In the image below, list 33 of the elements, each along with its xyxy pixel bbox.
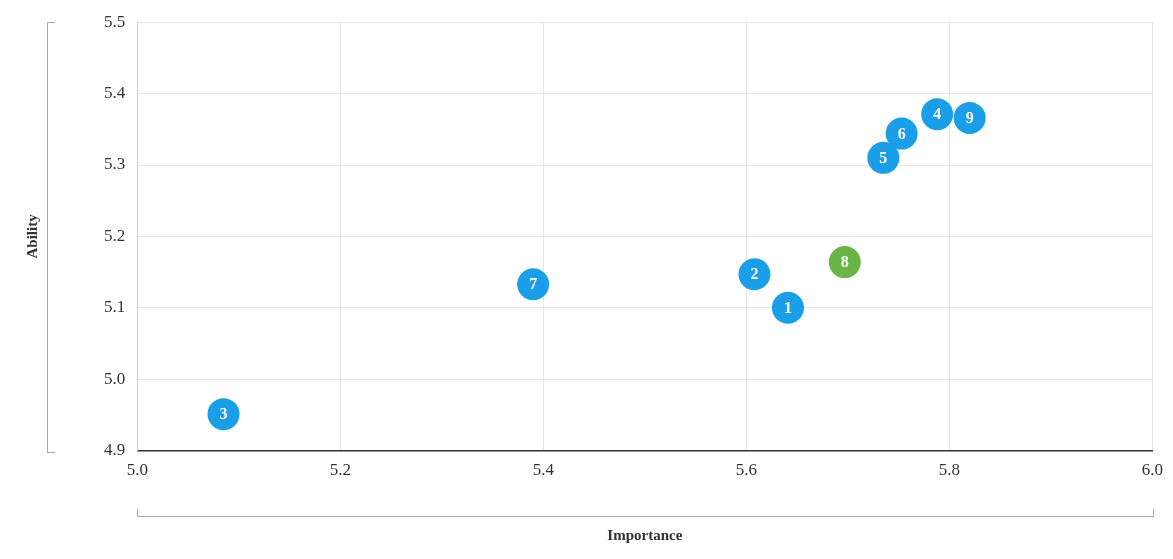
annotation: 9 [965,109,974,127]
x-tick-label: 5.4 [532,460,555,480]
point [517,268,550,301]
x-tick-label: 6.0 [1141,460,1163,480]
y-axis-title: Ability [23,213,40,259]
point [885,117,918,150]
y-tick-label: 5.1 [104,297,126,317]
point [771,291,804,324]
annotation: 7 [529,275,538,293]
x-tick-label: 5.0 [126,460,148,480]
x-tick-label: 5.2 [329,460,351,480]
annotation: 2 [750,265,759,283]
x-tick-label: 5.8 [938,460,960,480]
x-axis-title: Importance [607,526,683,543]
annotation: 4 [933,105,942,123]
annotation: 1 [783,298,792,316]
point [953,101,986,134]
point [921,98,954,131]
annotation: 3 [219,405,228,423]
annotation: 6 [897,124,906,142]
y-tick-label: 5.5 [104,11,126,31]
y-tick-label: 4.9 [104,440,126,460]
point [738,258,771,291]
y-tick-label: 5.3 [104,154,126,174]
x-tick-label: 5.6 [735,460,757,480]
annotation: 5 [879,149,888,166]
annotation: 8 [840,253,849,271]
point [867,141,900,174]
point [207,398,240,431]
y-tick-label: 5.2 [104,225,126,245]
y-tick-label: 5.4 [104,83,126,103]
point [828,246,861,279]
y-tick-label: 5.0 [104,368,126,388]
